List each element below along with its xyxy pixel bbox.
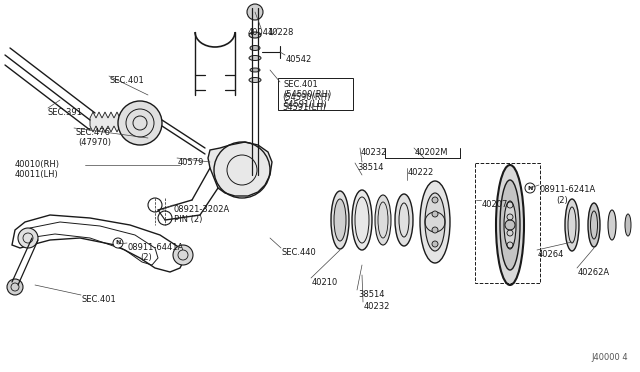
Text: 40579: 40579 [178, 158, 204, 167]
Text: (2): (2) [556, 196, 568, 205]
Text: PIN (2): PIN (2) [174, 215, 202, 224]
Text: 40222: 40222 [408, 168, 435, 177]
Text: SEC.401: SEC.401 [110, 76, 145, 85]
Text: (2): (2) [140, 253, 152, 262]
Text: 08921-3202A: 08921-3202A [174, 205, 230, 214]
Text: 40210: 40210 [312, 278, 339, 287]
Text: 40202M: 40202M [415, 148, 449, 157]
Text: N: N [115, 241, 121, 246]
Text: 08911-6441A: 08911-6441A [128, 243, 184, 252]
Text: 40542: 40542 [286, 55, 312, 64]
Ellipse shape [425, 193, 445, 251]
Ellipse shape [331, 191, 349, 249]
Ellipse shape [249, 77, 261, 83]
Text: 38514: 38514 [358, 290, 385, 299]
Bar [475, 163, 540, 283]
Text: 40228: 40228 [268, 28, 294, 37]
Text: 38514: 38514 [357, 163, 383, 172]
Text: (54590(RH): (54590(RH) [282, 93, 330, 102]
Text: 40041: 40041 [248, 28, 275, 37]
Ellipse shape [500, 180, 520, 270]
Circle shape [247, 4, 263, 20]
Circle shape [432, 241, 438, 247]
Ellipse shape [496, 165, 524, 285]
Text: SEC.391: SEC.391 [48, 108, 83, 117]
Text: 40011(LH): 40011(LH) [15, 170, 59, 179]
Text: 40207: 40207 [482, 200, 508, 209]
Text: 40264: 40264 [538, 250, 564, 259]
Ellipse shape [608, 210, 616, 240]
Text: J40000 4: J40000 4 [591, 353, 628, 362]
Circle shape [173, 245, 193, 265]
Ellipse shape [249, 55, 261, 61]
Text: SEC.476: SEC.476 [75, 128, 110, 137]
Ellipse shape [250, 68, 260, 72]
Text: 40232: 40232 [364, 302, 390, 311]
Ellipse shape [395, 194, 413, 246]
Text: SEC.401: SEC.401 [283, 80, 317, 89]
Text: SEC.401: SEC.401 [82, 295, 116, 304]
Circle shape [7, 279, 23, 295]
Text: (47970): (47970) [78, 138, 111, 147]
Ellipse shape [249, 32, 261, 38]
Circle shape [505, 220, 515, 230]
Circle shape [18, 228, 38, 248]
Bar [278, 78, 353, 110]
Ellipse shape [375, 195, 391, 245]
Ellipse shape [352, 190, 372, 250]
Text: 08911-6241A: 08911-6241A [540, 185, 596, 194]
Text: 40262A: 40262A [578, 268, 610, 277]
Ellipse shape [565, 199, 579, 251]
Circle shape [118, 101, 162, 145]
Text: 54591(LH): 54591(LH) [283, 100, 327, 109]
Circle shape [113, 238, 123, 248]
Text: 40232: 40232 [361, 148, 387, 157]
Polygon shape [90, 112, 141, 132]
Ellipse shape [250, 45, 260, 51]
Ellipse shape [504, 201, 516, 249]
Ellipse shape [588, 203, 600, 247]
Circle shape [432, 211, 438, 217]
Ellipse shape [334, 199, 346, 241]
Text: (54590(RH): (54590(RH) [283, 90, 332, 99]
Text: N: N [527, 186, 532, 190]
Circle shape [525, 183, 535, 193]
Text: SEC.440: SEC.440 [282, 248, 317, 257]
Text: 54591(LH): 54591(LH) [282, 103, 326, 112]
Circle shape [432, 227, 438, 233]
Ellipse shape [420, 181, 450, 263]
Ellipse shape [625, 214, 631, 236]
Polygon shape [208, 142, 272, 196]
Text: 40010(RH): 40010(RH) [15, 160, 60, 169]
Circle shape [432, 197, 438, 203]
